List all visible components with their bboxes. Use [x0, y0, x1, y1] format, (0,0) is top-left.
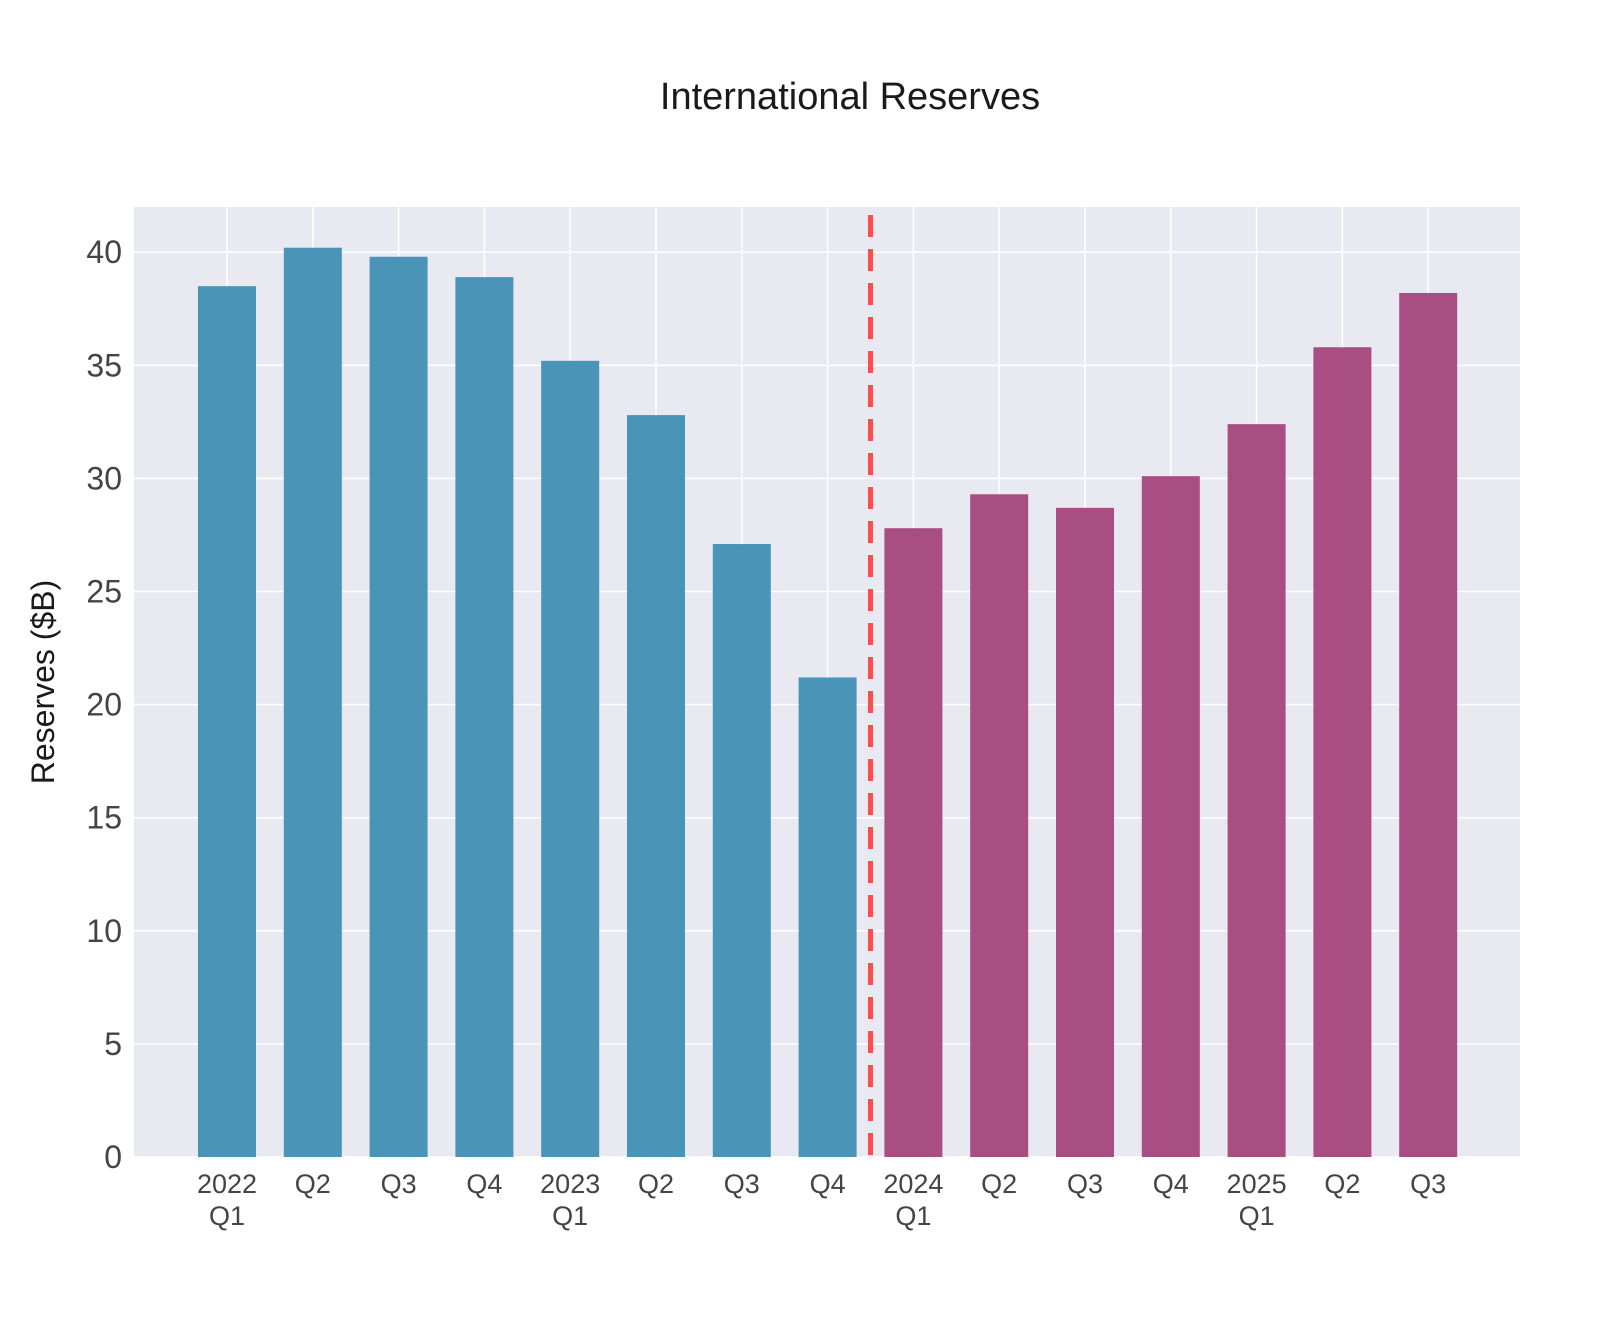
bar [884, 528, 943, 1157]
y-axis-label: Reserves ($B) [25, 580, 61, 785]
bar [369, 256, 428, 1157]
x-tick-label: Q1 [1239, 1201, 1275, 1231]
bar [1056, 507, 1114, 1157]
x-tick-label: Q3 [1410, 1169, 1446, 1199]
y-tick-label: 20 [86, 687, 122, 723]
y-tick-label: 15 [86, 800, 122, 836]
x-tick-label: Q1 [552, 1201, 588, 1231]
bar [627, 415, 685, 1158]
bar [970, 494, 1029, 1157]
y-tick-label: 25 [86, 574, 122, 610]
bar [1399, 292, 1458, 1157]
x-tick-label: Q2 [295, 1169, 331, 1199]
x-tick-label: Q2 [1324, 1169, 1360, 1199]
x-tick-label: 2024 [883, 1169, 943, 1199]
x-tick-label: Q4 [810, 1169, 846, 1199]
x-tick-label: Q2 [638, 1169, 674, 1199]
x-tick-label: Q4 [1153, 1169, 1189, 1199]
bar [1313, 347, 1372, 1157]
bar [798, 677, 857, 1157]
x-tick-label: Q1 [209, 1201, 245, 1231]
bar [1141, 476, 1200, 1158]
bar [198, 286, 256, 1158]
x-tick-label: Q3 [381, 1169, 417, 1199]
bar [541, 360, 600, 1157]
x-tick-label: Q3 [1067, 1169, 1103, 1199]
x-tick-label: 2025 [1227, 1169, 1287, 1199]
y-tick-label: 10 [86, 913, 122, 949]
y-tick-label: 35 [86, 347, 122, 383]
x-tick-label: 2023 [540, 1169, 600, 1199]
x-tick-label: Q4 [466, 1169, 502, 1199]
bar [455, 277, 514, 1158]
chart-title: International Reserves [659, 76, 1041, 118]
y-tick-label: 40 [86, 234, 122, 270]
y-tick-label: 5 [104, 1026, 122, 1062]
x-tick-label: Q3 [724, 1169, 760, 1199]
y-axis: 0 5 10 15 20 25 30 35 40 [86, 234, 122, 1175]
bars [198, 247, 1458, 1158]
y-tick-label: 0 [104, 1139, 122, 1175]
bar [1227, 424, 1286, 1158]
bar [712, 544, 771, 1157]
x-tick-label: 2022 [197, 1169, 257, 1199]
y-tick-label: 30 [86, 460, 122, 496]
bar [283, 247, 342, 1157]
x-tick-label: Q1 [895, 1201, 931, 1231]
x-tick-label: Q2 [981, 1169, 1017, 1199]
